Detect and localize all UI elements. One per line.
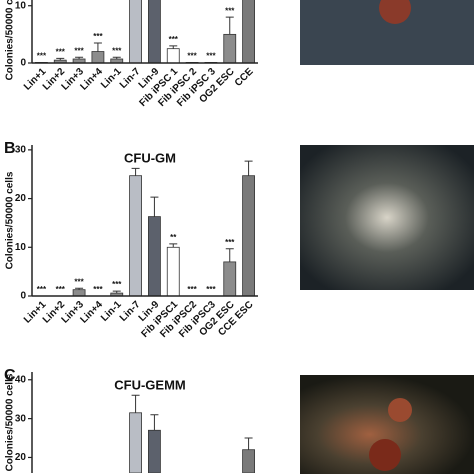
- significance: ***: [56, 285, 66, 294]
- error-bar: [75, 287, 84, 290]
- bar: [129, 412, 142, 473]
- significance: **: [170, 233, 177, 242]
- x-tick-label: CCE: [233, 66, 256, 89]
- y-tick-label: 0: [20, 291, 26, 302]
- bar: [91, 51, 105, 63]
- bar: [242, 0, 255, 63]
- bar: [72, 289, 86, 296]
- bar: [223, 261, 237, 296]
- x-tick-label: Lin-1: [99, 299, 124, 324]
- error-bar: [75, 56, 84, 59]
- significance: ***: [206, 52, 216, 61]
- bar: [242, 449, 255, 473]
- bar: [129, 175, 142, 296]
- error-bar: [112, 56, 121, 59]
- x-tick-label: Lin-7: [118, 299, 143, 324]
- significance: ***: [37, 52, 47, 61]
- plot: [129, 394, 255, 473]
- error-bar: [169, 243, 178, 248]
- micrograph-b: [300, 145, 474, 290]
- bar: [166, 48, 180, 63]
- significance: ***: [74, 46, 84, 55]
- chart-title: CFU-GEMM: [114, 377, 186, 392]
- colony: [388, 398, 412, 422]
- significance: ***: [187, 52, 197, 61]
- significance: ***: [187, 285, 197, 294]
- panel-label: C: [4, 367, 16, 384]
- significance: ***: [112, 46, 122, 55]
- error-bar: [169, 45, 178, 49]
- y-axis-label: Colonies/50000 cells: [5, 0, 16, 80]
- bar: [223, 33, 237, 63]
- significance: ***: [93, 285, 103, 294]
- y-tick-label: 10: [15, 0, 27, 11]
- significance: ***: [206, 285, 216, 294]
- significance: ***: [56, 48, 66, 57]
- chart-title: CFU-GM: [124, 150, 176, 165]
- bar: [242, 175, 255, 296]
- bar: [166, 246, 180, 296]
- bar: [129, 0, 142, 63]
- x-tick-label: Lin+4: [78, 66, 105, 93]
- error-bar: [131, 394, 140, 413]
- bar: [148, 429, 161, 473]
- error-bar: [93, 42, 102, 52]
- y-tick-label: 30: [15, 145, 27, 156]
- significance: ***: [37, 285, 47, 294]
- y-tick-label: 10: [15, 242, 27, 253]
- y-tick-label: 40: [15, 374, 27, 385]
- y-axis-label: Colonies/50000 cells: [5, 373, 16, 471]
- x-tick-label: Lin-7: [118, 66, 143, 91]
- bar: [148, 0, 161, 63]
- significance: ***: [112, 280, 122, 289]
- panel-label: B: [4, 140, 16, 157]
- colony: [369, 439, 401, 471]
- colony: [379, 0, 411, 24]
- plot: [35, 0, 255, 63]
- x-tick-label: Lin-1: [99, 66, 124, 91]
- error-bar: [244, 160, 253, 176]
- error-bar: [150, 414, 159, 431]
- x-tick-label: Lin+4: [78, 299, 105, 326]
- significance: ***: [225, 238, 235, 247]
- significance: ***: [225, 6, 235, 15]
- error-bar: [225, 16, 234, 35]
- error-bar: [244, 437, 253, 450]
- y-tick-label: 20: [15, 452, 27, 463]
- error-bar: [56, 57, 65, 61]
- error-bar: [112, 290, 121, 294]
- error-bar: [131, 167, 140, 176]
- error-bar: [225, 248, 234, 262]
- significance: ***: [74, 277, 84, 286]
- error-bar: [150, 196, 159, 217]
- y-axis-label: Colonies/50000 cells: [5, 171, 16, 269]
- y-tick-label: 0: [20, 58, 26, 69]
- bar: [148, 216, 161, 296]
- y-tick-label: 20: [15, 193, 27, 204]
- significance: ***: [93, 32, 103, 41]
- significance: ***: [169, 35, 179, 44]
- plot: [72, 160, 255, 296]
- y-tick-label: 30: [15, 413, 27, 424]
